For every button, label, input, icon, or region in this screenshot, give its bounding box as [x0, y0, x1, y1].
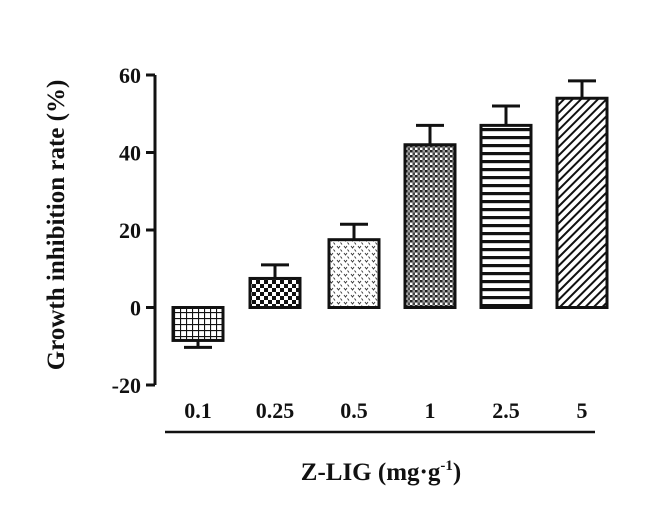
x-tick-label: 0.1 [184, 398, 212, 423]
bar-0.5 [327, 238, 381, 309]
x-axis-label: Z-LIG (mg·g-1) [301, 458, 461, 486]
bars-group [171, 79, 609, 349]
y-tick-label: 60 [119, 63, 141, 88]
y-tick-label: -20 [112, 373, 141, 398]
y-tick-label: 20 [119, 218, 141, 243]
bar-1 [403, 143, 457, 309]
x-tick-label: 5 [577, 398, 588, 423]
bar-0.25 [248, 276, 302, 309]
x-tick-label: 0.25 [256, 398, 295, 423]
bar-5 [555, 96, 609, 309]
x-tick-label: 2.5 [492, 398, 520, 423]
y-tick-label: 40 [119, 141, 141, 166]
y-axis: -20 0 20 40 60 [112, 63, 157, 398]
x-axis-label-superscript: -1 [440, 458, 453, 474]
x-tick-label: 1 [425, 398, 436, 423]
x-axis-label-end: ) [453, 459, 461, 486]
y-axis-label: Growth inhibition rate (%) [43, 80, 70, 371]
bar-0.1 [171, 306, 225, 342]
x-tick-label: 0.5 [340, 398, 368, 423]
x-axis-label-main: Z-LIG (mg·g [301, 459, 441, 486]
y-tick-label: 0 [130, 296, 141, 321]
bar-2.5 [479, 123, 533, 309]
x-tick-labels: 0.1 0.25 0.5 1 2.5 5 [184, 398, 587, 423]
